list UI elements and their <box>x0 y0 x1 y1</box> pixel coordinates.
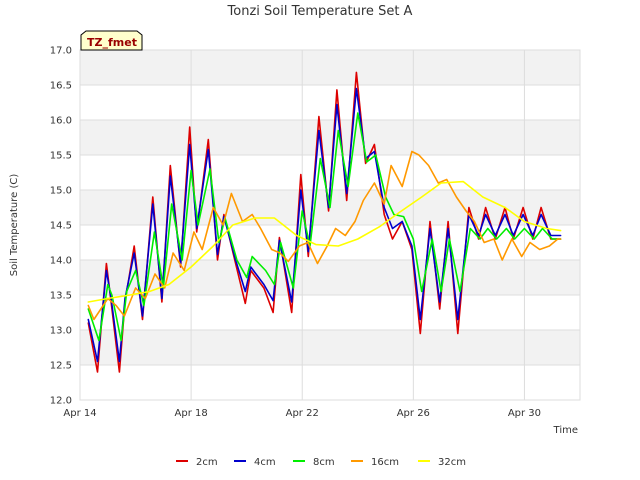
chart-title: Tonzi Soil Temperature Set A <box>227 4 413 19</box>
plot-band <box>80 330 580 365</box>
y-tick-label: 16.0 <box>50 116 72 127</box>
x-tick-label: Apr 30 <box>508 408 541 419</box>
x-tick-label: Apr 18 <box>175 408 208 419</box>
series-line-32cm <box>87 180 562 303</box>
x-tick-labels: Apr 14 Apr 18 Apr 22 Apr 26 Apr 30 <box>63 408 541 419</box>
legend-label-4cm: 4cm <box>254 457 276 468</box>
y-tick-label: 13.0 <box>50 326 72 337</box>
y-tick-label: 15.0 <box>50 186 72 197</box>
y-tick-label: 13.5 <box>50 291 72 302</box>
series-line-4cm <box>87 87 562 363</box>
y-axis-label: Soil Temperature (C) <box>9 174 20 277</box>
legend-label-8cm: 8cm <box>313 457 335 468</box>
plot-border <box>79 49 581 401</box>
x-axis-label: Time <box>553 425 578 436</box>
plot-band <box>80 50 580 85</box>
badge-shape <box>80 30 143 51</box>
plot-band <box>80 120 580 155</box>
y-tick-labels: 12.0 12.5 13.0 13.5 14.0 14.5 15.0 15.5 16.0 16.5… <box>50 46 72 407</box>
legend: 2cm 4cm 8cm 16cm 32cm <box>176 457 466 468</box>
y-tick-label: 16.5 <box>50 81 72 92</box>
x-tick-label: Apr 22 <box>286 408 319 419</box>
badge-label: TZ_fmet <box>87 36 137 49</box>
y-tick-label: 14.0 <box>50 256 72 267</box>
badge: TZ_fmet <box>80 30 143 51</box>
x-tick-label: Apr 26 <box>397 408 430 419</box>
series-line-8cm <box>87 112 562 342</box>
y-tick-label: 17.0 <box>50 46 72 57</box>
legend-label-2cm: 2cm <box>196 457 218 468</box>
y-tick-label: 12.5 <box>50 361 72 372</box>
series-line-16cm <box>87 150 562 321</box>
series-lines <box>87 71 562 373</box>
y-tick-label: 14.5 <box>50 221 72 232</box>
x-tick-label: Apr 14 <box>63 408 96 419</box>
y-tick-label: 12.0 <box>50 396 72 407</box>
legend-label-16cm: 16cm <box>371 457 399 468</box>
legend-label-32cm: 32cm <box>438 457 466 468</box>
y-tick-label: 15.5 <box>50 151 72 162</box>
